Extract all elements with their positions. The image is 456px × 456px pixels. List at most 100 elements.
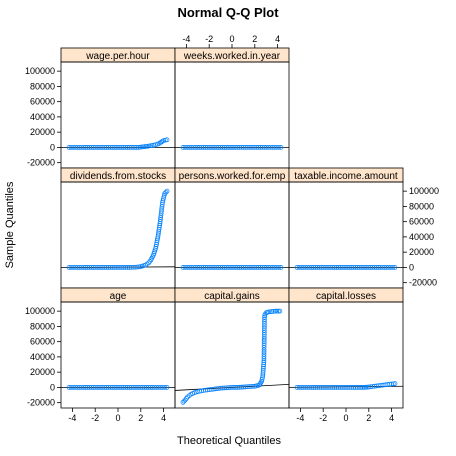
data-point: [161, 138, 166, 143]
panel-wage-per-hour: wage.per.hour: [60, 47, 176, 169]
data-point: [269, 309, 275, 314]
data-point: [276, 265, 282, 270]
data-point: [276, 145, 282, 150]
panel-frame: [288, 301, 404, 409]
x-tick-label-top: 0: [229, 34, 234, 44]
y-tick-label: 100000: [25, 306, 55, 316]
panel-frame: [60, 301, 176, 409]
x-tick-label: 2: [366, 413, 371, 423]
data-point: [358, 385, 364, 390]
data-point: [266, 309, 271, 315]
panel-frame: [174, 61, 290, 169]
x-axis-label: Theoretical Quantiles: [177, 435, 281, 447]
panel-age: age: [60, 287, 176, 409]
data-point: [277, 308, 283, 314]
data-point: [180, 399, 186, 405]
panel-persons-worked-for-emp: persons.worked.for.emp: [174, 167, 290, 289]
x-tick-label: -4: [296, 413, 304, 423]
data-point: [139, 144, 144, 150]
data-point: [278, 145, 284, 150]
data-point: [151, 142, 157, 148]
y-tick-label: 60000: [30, 337, 55, 347]
panel-frame: [174, 301, 290, 409]
data-point: [355, 385, 360, 390]
y-tick-label: 80000: [30, 81, 55, 91]
y-tick-label-right: 0: [409, 262, 414, 272]
axes-layer: -4 -2 0 2 4 -4 -2 0 2 4 -4 -2 0 2 4 -20000 0 20000 40000 60…: [25, 34, 439, 423]
data-point: [140, 144, 146, 150]
x-tick-label-top: 4: [275, 34, 280, 44]
strip-label: persons.worked.for.emp: [179, 171, 286, 182]
y-tick-label: -20000: [27, 158, 55, 168]
panels-layer: wage.per.hour weeks.worked.in.year dividen…: [60, 47, 404, 409]
y-tick-label: -20000: [27, 398, 55, 408]
data-point: [364, 384, 370, 390]
data-point: [363, 384, 369, 390]
x-tick-label-top: -4: [182, 34, 190, 44]
data-point: [267, 309, 273, 315]
data-point: [137, 144, 143, 150]
data-point: [361, 385, 367, 390]
data-point: [136, 264, 142, 270]
data-point: [278, 265, 284, 270]
data-point: [390, 381, 396, 387]
panel-frame: [60, 61, 176, 169]
y-tick-label: 40000: [30, 112, 55, 122]
data-point: [149, 143, 155, 148]
x-tick-label: 0: [343, 413, 348, 423]
data-point: [274, 308, 280, 314]
panel-taxable-income-amount: taxable.income.amount: [288, 167, 404, 289]
data-point: [181, 398, 187, 404]
data-point: [389, 381, 394, 387]
y-tick-label: 40000: [30, 352, 55, 362]
y-tick-label: 20000: [30, 367, 55, 377]
data-point: [271, 308, 276, 314]
y-tick-label: 20000: [30, 127, 55, 137]
panel-capital-losses: capital.losses: [288, 287, 404, 409]
data-point: [360, 385, 365, 390]
data-point: [390, 265, 396, 270]
data-point: [142, 144, 147, 149]
y-tick-label-right: -20000: [409, 278, 437, 288]
strip-label: age: [110, 291, 127, 302]
x-tick-label: 4: [161, 413, 166, 423]
strip-label: capital.losses: [316, 291, 376, 302]
data-point: [164, 385, 170, 390]
strip-label: wage.per.hour: [85, 51, 150, 62]
panel-capital-gains: capital.gains: [174, 287, 290, 409]
data-point: [250, 384, 256, 389]
x-tick-label-top: 2: [252, 34, 257, 44]
data-point: [164, 137, 170, 143]
data-point: [272, 308, 278, 314]
x-tick-label-top: -2: [205, 34, 213, 44]
data-point: [162, 385, 168, 390]
data-point: [356, 385, 362, 390]
y-tick-label: 0: [50, 142, 55, 152]
panel-dividends-from-stocks: dividends.from.stocks: [60, 167, 176, 289]
data-point: [164, 188, 170, 194]
y-tick-label: 80000: [30, 321, 55, 331]
x-tick-label: 0: [115, 413, 120, 423]
chart-title: Normal Q-Q Plot: [177, 5, 279, 20]
data-point: [127, 145, 132, 150]
data-point: [387, 381, 393, 387]
panel-frame: [174, 181, 290, 289]
data-point: [392, 381, 398, 386]
y-tick-label-right: 80000: [409, 201, 434, 211]
data-point: [132, 145, 138, 150]
strip-label: weeks.worked.in.year: [183, 51, 281, 62]
y-tick-label-right: 100000: [409, 186, 439, 196]
y-axis-label: Sample Quantiles: [4, 181, 16, 268]
panel-frame: [288, 181, 404, 289]
data-point: [134, 145, 140, 150]
data-point: [162, 137, 168, 143]
y-tick-label: 60000: [30, 97, 55, 107]
x-tick-label: -4: [68, 413, 76, 423]
y-tick-label: 0: [50, 382, 55, 392]
strip-label: capital.gains: [204, 291, 260, 302]
data-point: [160, 138, 165, 144]
data-point: [136, 145, 141, 150]
y-tick-label-right: 20000: [409, 247, 434, 257]
data-point: [128, 145, 134, 150]
